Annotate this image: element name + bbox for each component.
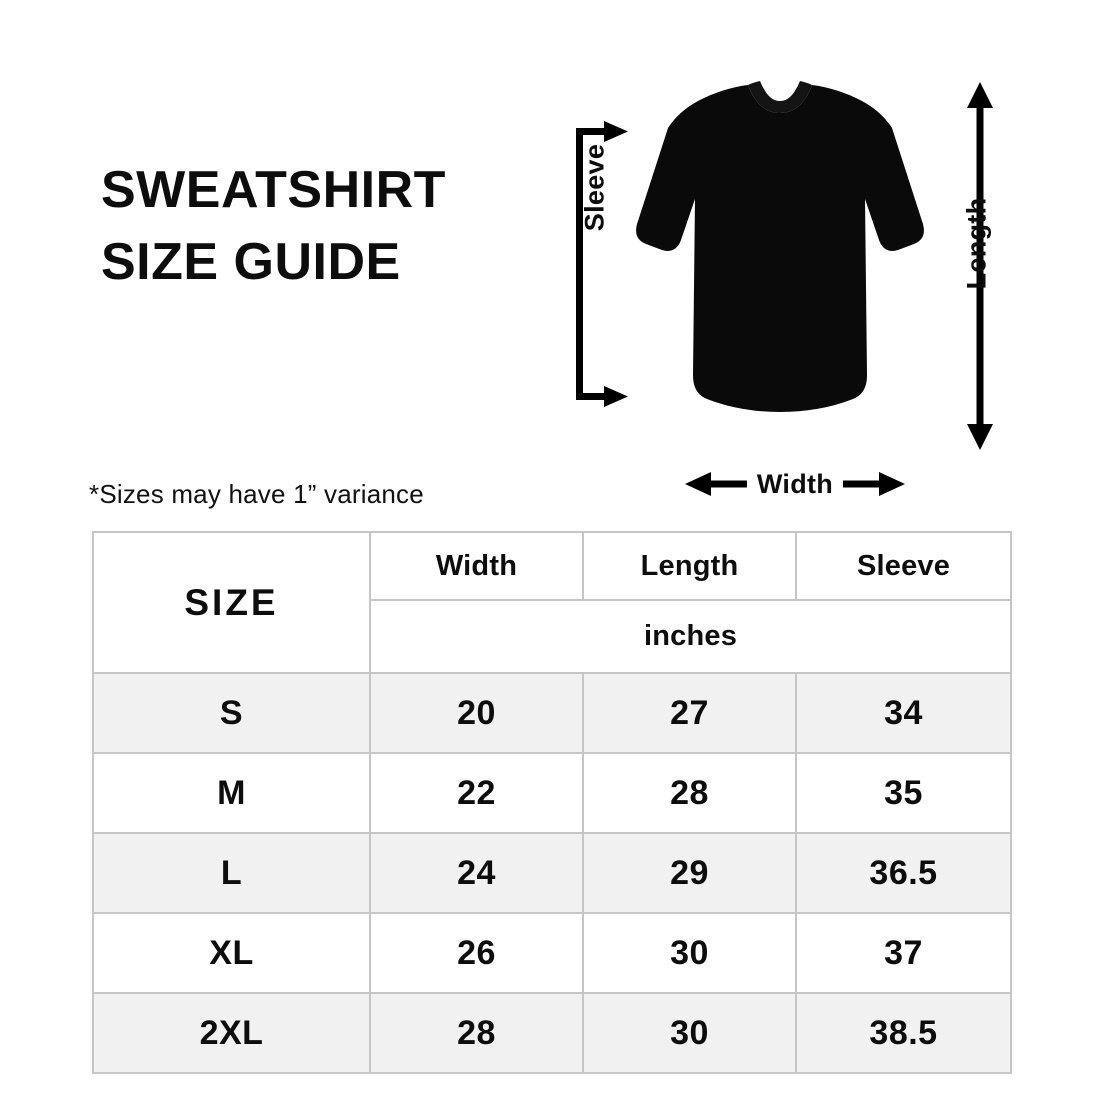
table-row: XL 26 30 37 <box>92 912 1012 994</box>
table-row: L 24 29 36.5 <box>92 832 1012 914</box>
cell-size: M <box>92 752 371 834</box>
cell-size: 2XL <box>92 992 371 1074</box>
cell-length: 28 <box>582 752 797 834</box>
cell-size: XL <box>92 912 371 994</box>
sleeve-label: Sleeve <box>579 143 610 232</box>
cell-length: 30 <box>582 992 797 1074</box>
cell-sleeve: 35 <box>795 752 1012 834</box>
size-table-body: S 20 27 34 M 22 28 35 L 24 29 36.5 XL 26… <box>92 672 1012 1074</box>
cell-sleeve: 38.5 <box>795 992 1012 1074</box>
sweatshirt-illustration <box>615 75 945 450</box>
sleeve-measurement-arrow <box>568 118 630 410</box>
page-title-line-1: SWEATSHIRT <box>101 161 446 219</box>
arrow-left-icon <box>684 472 747 496</box>
page-title-line-2: SIZE GUIDE <box>101 232 401 291</box>
variance-note: *Sizes may have 1” variance <box>89 479 424 509</box>
cell-size: S <box>92 672 371 754</box>
cell-length: 27 <box>582 672 797 754</box>
cell-sleeve: 36.5 <box>795 832 1012 914</box>
header-width: Width <box>369 531 584 601</box>
garment-figure: Sleeve Length Width <box>560 60 1030 510</box>
cell-width: 20 <box>369 672 584 754</box>
cell-sleeve: 34 <box>795 672 1012 754</box>
size-table-container: SIZE Width Length Sleeve inches S 20 27 … <box>92 531 1012 1074</box>
cell-width: 26 <box>369 912 584 994</box>
cell-size: L <box>92 832 371 914</box>
table-row: S 20 27 34 <box>92 672 1012 754</box>
length-label: Length <box>961 197 992 290</box>
cell-width: 22 <box>369 752 584 834</box>
cell-sleeve: 37 <box>795 912 1012 994</box>
header-size: SIZE <box>92 531 371 674</box>
arrow-right-icon <box>843 472 906 496</box>
cell-length: 29 <box>582 832 797 914</box>
page-title: SWEATSHIRT SIZE GUIDE <box>101 155 571 299</box>
table-header-row-1: SIZE Width Length Sleeve <box>92 531 1012 674</box>
size-table: SIZE Width Length Sleeve inches S 20 27 … <box>92 531 1012 1074</box>
size-table-head: SIZE Width Length Sleeve inches <box>92 531 1012 674</box>
header-sleeve: Sleeve <box>795 531 1012 601</box>
cell-width: 24 <box>369 832 584 914</box>
table-row: 2XL 28 30 38.5 <box>92 992 1012 1074</box>
table-header-row-2: inches <box>93 599 1012 674</box>
cell-width: 28 <box>369 992 584 1074</box>
header-units: inches <box>369 599 1012 674</box>
table-row: M 22 28 35 <box>92 752 1012 834</box>
length-measurement-arrow <box>960 82 1000 450</box>
width-measurement-arrow: Width <box>660 463 930 505</box>
width-label: Width <box>756 468 834 499</box>
header-length: Length <box>582 531 797 601</box>
cell-length: 30 <box>582 912 797 994</box>
